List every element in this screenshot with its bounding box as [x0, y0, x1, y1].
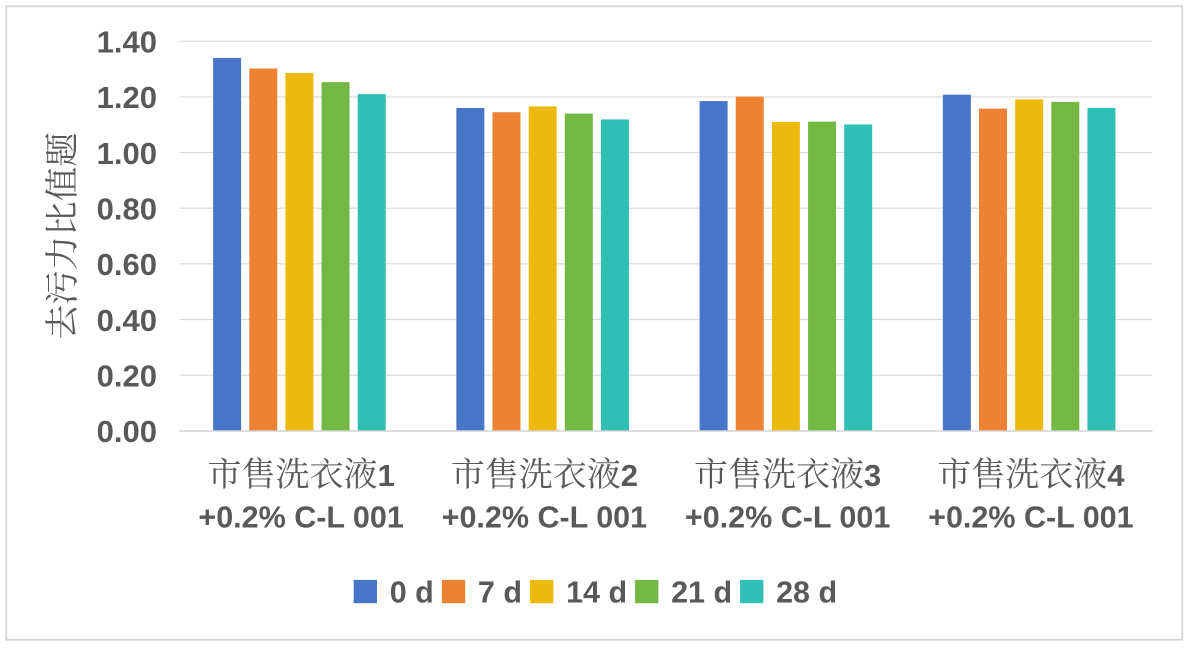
- svg-text:0 d: 0 d: [390, 575, 434, 609]
- svg-text:1.40: 1.40: [97, 25, 157, 60]
- svg-text:+0.2% C-L 001: +0.2% C-L 001: [928, 501, 1133, 535]
- svg-text:14 d: 14 d: [566, 575, 627, 609]
- svg-text:+0.2% C-L 001: +0.2% C-L 001: [685, 501, 890, 535]
- svg-text:0.40: 0.40: [97, 303, 157, 338]
- svg-text:21 d: 21 d: [671, 575, 732, 609]
- svg-text:+0.2% C-L 001: +0.2% C-L 001: [198, 501, 403, 535]
- svg-text:1: 1: [378, 458, 395, 493]
- svg-text:+0.2% C-L 001: +0.2% C-L 001: [442, 501, 647, 535]
- svg-text:1.20: 1.20: [97, 80, 157, 115]
- svg-text:3: 3: [864, 458, 881, 493]
- svg-text:0.60: 0.60: [97, 247, 157, 282]
- svg-text:0.00: 0.00: [97, 414, 157, 449]
- svg-text:7 d: 7 d: [478, 575, 522, 609]
- svg-text:0.20: 0.20: [97, 358, 157, 393]
- svg-text:28 d: 28 d: [776, 575, 837, 609]
- svg-text:0.80: 0.80: [97, 192, 157, 227]
- svg-text:2: 2: [621, 458, 638, 493]
- svg-text:1.00: 1.00: [97, 136, 157, 171]
- svg-text:4: 4: [1107, 458, 1125, 493]
